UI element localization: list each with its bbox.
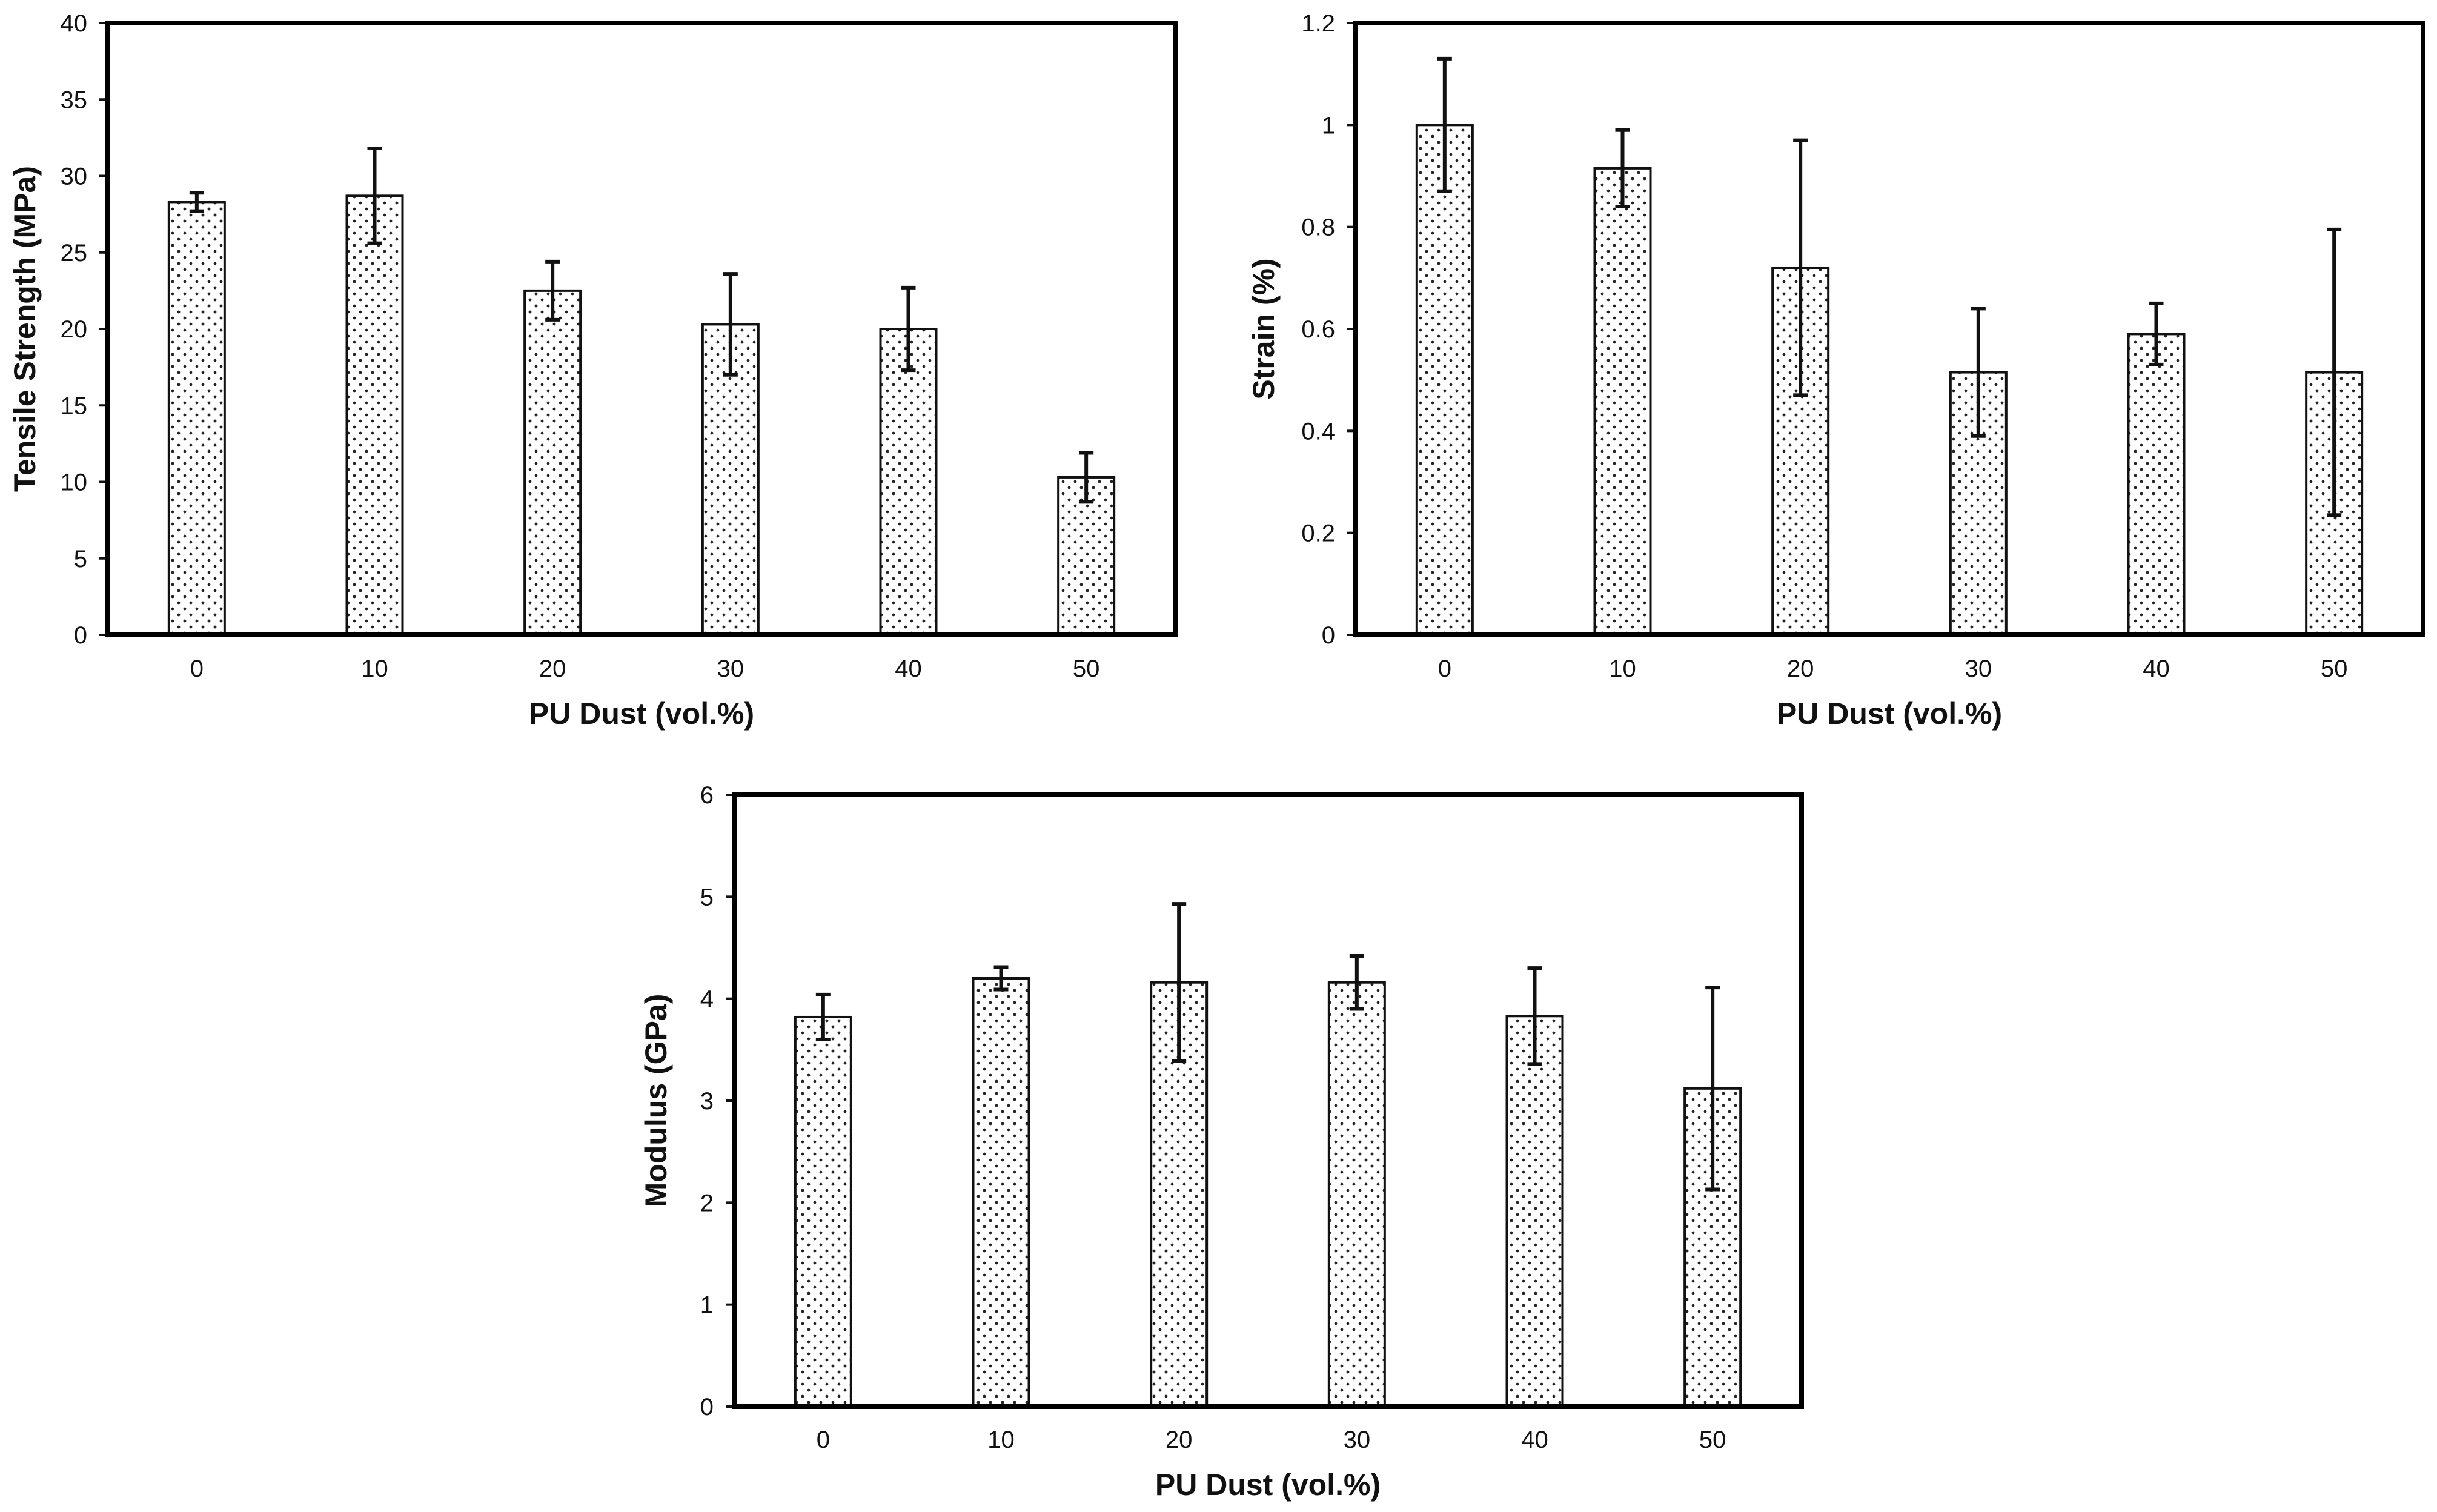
strain-chart: 0 0.2 0.4 0.6 0.8 1 1.2 0 10 20 30 40 50 PU Dust (vo… (1247, 10, 2425, 731)
y-tick-label: 25 (61, 240, 88, 267)
y-axis-title: Modulus (GPa) (639, 994, 673, 1208)
x-tick-label: 50 (2321, 655, 2348, 682)
x-tick-label: 0 (817, 1427, 830, 1453)
x-tick-label: 10 (361, 655, 388, 682)
x-tick-label: 30 (1344, 1427, 1371, 1453)
y-axis-title: Tensile Strength (MPa) (8, 166, 42, 492)
y-axis-title: Strain (%) (1247, 258, 1281, 399)
y-tick-label: 4 (700, 986, 714, 1013)
x-tick-label: 0 (190, 655, 204, 682)
x-tick-label: 40 (2143, 655, 2170, 682)
y-tick-label: 5 (700, 884, 714, 910)
bar (167, 201, 226, 636)
tensile-strength-chart: 0 5 10 15 20 25 30 35 40 0 10 20 30 40 50 PU Dust (vol… (8, 10, 1178, 731)
y-tick-label: 6 (700, 782, 714, 809)
y-tick-label: 30 (61, 164, 88, 190)
bar (1505, 1015, 1564, 1408)
bar (1593, 167, 1652, 636)
y-tick-label: 0 (1322, 622, 1335, 649)
bar (879, 328, 938, 636)
x-tick-label: 20 (539, 655, 566, 682)
x-tick-label: 30 (717, 655, 744, 682)
bar (1327, 981, 1386, 1408)
bar (1415, 124, 1474, 637)
x-axis-title: PU Dust (vol.%) (1777, 697, 2002, 731)
plot-frame (105, 21, 1178, 637)
y-tick-label: 15 (61, 393, 88, 419)
bar (2127, 333, 2186, 637)
x-axis-title: PU Dust (vol.%) (529, 697, 754, 731)
y-tick-label: 0.2 (1301, 520, 1335, 547)
y-tick-label: 2 (700, 1190, 714, 1216)
y-tick-label: 0.6 (1301, 316, 1335, 343)
x-axis-title: PU Dust (vol.%) (1155, 1468, 1381, 1502)
y-tick-label: 0.8 (1301, 214, 1335, 241)
x-tick-label: 50 (1699, 1427, 1726, 1453)
y-tick-label: 1.2 (1301, 10, 1335, 37)
bar (345, 194, 404, 636)
x-tick-label: 30 (1965, 655, 1992, 682)
x-tick-label: 10 (987, 1427, 1015, 1453)
y-tick-label: 40 (61, 10, 88, 37)
y-tick-label: 0 (74, 622, 87, 649)
bar (794, 1015, 852, 1408)
y-tick-label: 35 (61, 87, 88, 113)
y-tick-label: 10 (61, 469, 88, 496)
y-tick-label: 20 (61, 316, 88, 343)
x-tick-label: 20 (1787, 655, 1814, 682)
y-tick-label: 5 (74, 546, 87, 572)
x-tick-label: 10 (1609, 655, 1636, 682)
y-tick-label: 0 (700, 1394, 714, 1421)
x-tick-label: 0 (1438, 655, 1451, 682)
x-tick-label: 40 (1521, 1427, 1548, 1453)
y-tick-label: 1 (700, 1292, 714, 1319)
x-tick-label: 40 (895, 655, 922, 682)
y-tick-label: 1 (1322, 112, 1335, 139)
y-tick-label: 0.4 (1301, 418, 1335, 445)
x-tick-label: 20 (1165, 1427, 1193, 1453)
bar (523, 289, 582, 636)
modulus-chart: 0 1 2 3 4 5 6 0 10 20 30 40 50 PU Dust (vol.%) Modul… (639, 782, 1804, 1502)
bar (972, 977, 1030, 1408)
plot-frame (1353, 21, 2425, 637)
x-tick-label: 50 (1073, 655, 1100, 682)
y-tick-label: 3 (700, 1088, 714, 1115)
plot-frame (732, 792, 1804, 1409)
